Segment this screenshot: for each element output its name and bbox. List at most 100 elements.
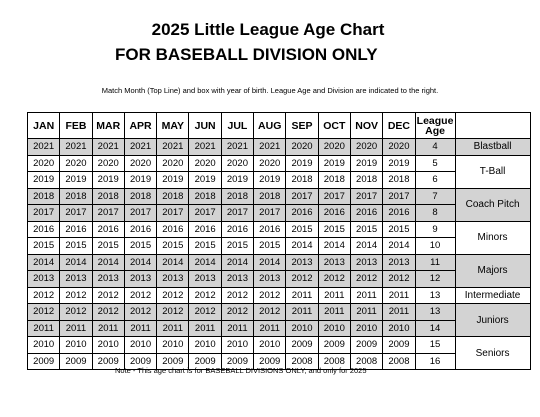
- birth-year: 2015: [123, 237, 158, 255]
- birth-year: 2013: [26, 270, 61, 288]
- birth-year: 2013: [156, 270, 190, 288]
- birth-year: 2020: [220, 154, 255, 172]
- column-header: MAY: [156, 112, 190, 139]
- birth-year: 2021: [59, 138, 93, 156]
- birth-year: 2015: [91, 237, 125, 255]
- division-header: [454, 112, 531, 139]
- birth-year: 2019: [382, 154, 416, 172]
- league-age: 6: [414, 171, 456, 189]
- division: Majors: [454, 253, 531, 288]
- birth-year: 2019: [349, 154, 384, 172]
- birth-year: 2012: [188, 286, 222, 304]
- birth-year: 2021: [188, 138, 222, 156]
- birth-year: 2021: [26, 138, 61, 156]
- birth-year: 2009: [285, 336, 319, 354]
- column-header: AUG: [253, 112, 287, 139]
- column-header: JUL: [220, 112, 255, 139]
- birth-year: 2016: [220, 220, 255, 238]
- birth-year: 2009: [253, 352, 287, 370]
- row: 2010 2010 2010 2010 2010 2010 2010 2010 2009 2009…: [26, 336, 531, 370]
- birth-year: 2011: [285, 303, 319, 321]
- birth-year: 2017: [285, 187, 319, 205]
- birth-year: 2011: [26, 319, 61, 337]
- birth-year: 2018: [156, 187, 190, 205]
- row: 2013 2013 2013 2013 2013 2013 2013 2013 2012 2012…: [26, 270, 531, 288]
- league-age: 15: [414, 336, 456, 354]
- division: Juniors: [454, 303, 531, 337]
- row: 2014 2014 2014 2014 2014 2014 2014 2014 2013 2013…: [26, 253, 531, 288]
- birth-year: 2012: [156, 303, 190, 321]
- birth-year: 2012: [253, 286, 287, 304]
- birth-year: 2015: [59, 237, 93, 255]
- birth-year: 2020: [317, 138, 351, 156]
- birth-year: 2011: [382, 286, 416, 304]
- birth-year: 2011: [91, 319, 125, 337]
- row: 2011 2011 2011 2011 2011 2011 2011 2011 2010 2010…: [26, 319, 531, 337]
- birth-year: 2013: [317, 253, 351, 271]
- birth-year: 2009: [382, 336, 416, 354]
- birth-year: 2018: [349, 171, 384, 189]
- birth-year: 2015: [382, 220, 416, 238]
- row: 2012 2012 2012 2012 2012 2012 2012 2012 2011 2011…: [26, 286, 531, 304]
- birth-year: 2019: [188, 171, 222, 189]
- birth-year: 2012: [188, 303, 222, 321]
- column-header: League Age: [414, 112, 456, 139]
- subtitle: FOR BASEBALL DIVISION ONLY: [115, 45, 378, 64]
- birth-year: 2012: [59, 286, 93, 304]
- birth-year: 2009: [91, 352, 125, 370]
- birth-year: 2013: [59, 270, 93, 288]
- birth-year: 2021: [253, 138, 287, 156]
- birth-year: 2019: [91, 171, 125, 189]
- birth-year: 2017: [26, 204, 61, 222]
- league-age: 11: [414, 253, 456, 271]
- league-age: 8: [414, 204, 456, 222]
- birth-year: 2019: [253, 171, 287, 189]
- division: Minors: [454, 220, 531, 255]
- birth-year: 2019: [220, 171, 255, 189]
- birth-year: 2011: [317, 303, 351, 321]
- birth-year: 2019: [156, 171, 190, 189]
- birth-year: 2011: [123, 319, 158, 337]
- birth-year: 2012: [253, 303, 287, 321]
- row: 2021 2021 2021 2021 2021 2021 2021 2021 2020 2020…: [26, 138, 531, 156]
- birth-year: 2018: [382, 171, 416, 189]
- birth-year: 2021: [220, 138, 255, 156]
- division: Coach Pitch: [454, 187, 531, 222]
- birth-year: 2015: [156, 237, 190, 255]
- birth-year: 2010: [59, 336, 93, 354]
- birth-year: 2016: [188, 220, 222, 238]
- column-header: FEB: [59, 112, 93, 139]
- birth-year: 2012: [91, 286, 125, 304]
- birth-year: 2013: [349, 253, 384, 271]
- birth-year: 2009: [349, 336, 384, 354]
- birth-year: 2011: [349, 286, 384, 304]
- title: 2025 Little League Age Chart: [151, 20, 385, 39]
- birth-year: 2021: [91, 138, 125, 156]
- birth-year: 2015: [188, 237, 222, 255]
- birth-year: 2017: [317, 187, 351, 205]
- birth-year: 2010: [26, 336, 61, 354]
- birth-year: 2014: [285, 237, 319, 255]
- birth-year: 2011: [317, 286, 351, 304]
- birth-year: 2019: [59, 171, 93, 189]
- row: 2020 2020 2020 2020 2020 2020 2020 2020 2019 2019…: [26, 154, 531, 189]
- birth-year: 2014: [26, 253, 61, 271]
- column-header: OCT: [317, 112, 351, 139]
- birth-year: 2009: [123, 352, 158, 370]
- birth-year: 2015: [26, 237, 61, 255]
- row: 2012 2012 2012 2012 2012 2012 2012 2012 2011 2011…: [26, 303, 531, 337]
- birth-year: 2012: [26, 303, 61, 321]
- birth-year: 2018: [317, 171, 351, 189]
- birth-year: 2014: [59, 253, 93, 271]
- birth-year: 2012: [220, 286, 255, 304]
- birth-year: 2015: [349, 220, 384, 238]
- league-age: 4: [414, 138, 456, 156]
- note: Note - This age chart is for BASEBALL DI…: [115, 366, 367, 375]
- birth-year: 2016: [26, 220, 61, 238]
- column-header: DEC: [382, 112, 416, 139]
- age-table: JAN FEB MAR APR MAY JUN JUL AUG SEP OCT NOV DEC Leag…: [26, 112, 531, 370]
- league-age: 12: [414, 270, 456, 288]
- birth-year: 2017: [220, 204, 255, 222]
- birth-year: 2008: [382, 352, 416, 370]
